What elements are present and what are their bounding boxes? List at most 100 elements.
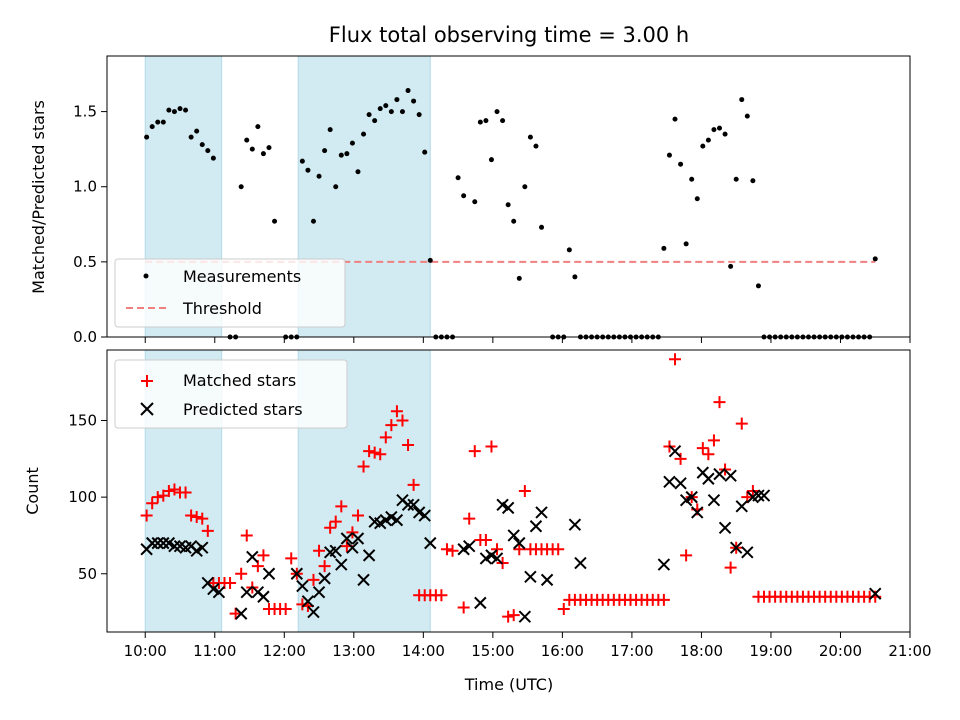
legend-predicted-marker xyxy=(140,402,154,416)
measurement-point xyxy=(205,148,211,154)
measurement-point xyxy=(388,109,394,115)
top-panel: 0.0 0.5 1.0 1.5 Matched/Predicted stars Mea… xyxy=(29,55,911,346)
matched-star-point xyxy=(674,452,687,465)
measurement-point xyxy=(472,199,478,205)
measurement-point xyxy=(516,275,522,281)
matched-star-point xyxy=(479,534,492,547)
predicted-stars-series xyxy=(140,444,882,623)
x-tick-label: 20:00 xyxy=(819,642,862,660)
matched-star-point xyxy=(468,445,481,458)
matched-star-point xyxy=(552,543,565,556)
measurement-point xyxy=(500,118,506,124)
matched-star-point xyxy=(390,405,403,418)
predicted-star-point xyxy=(145,536,159,550)
matched-star-point xyxy=(491,543,504,556)
predicted-star-point xyxy=(663,475,676,489)
measurement-point xyxy=(422,149,428,155)
matched-star-point xyxy=(379,431,392,444)
measurement-point xyxy=(678,161,684,167)
predicted-star-point xyxy=(507,529,520,542)
matched-star-point xyxy=(357,460,370,473)
measurement-point xyxy=(533,143,539,149)
top-axes-frame xyxy=(106,55,911,338)
predicted-star-point xyxy=(168,539,181,553)
matched-star-point xyxy=(507,609,520,622)
measurement-point xyxy=(372,118,378,124)
predicted-star-point xyxy=(490,552,504,565)
y-tick-label: 100 xyxy=(68,488,97,506)
legend-matched-label: Matched stars xyxy=(183,371,296,390)
matched-star-point xyxy=(657,593,670,606)
chart-title: Flux total observing time = 3.00 h xyxy=(329,23,689,47)
legend-measurements-marker xyxy=(143,273,149,279)
measurement-point xyxy=(305,167,311,173)
bottom-legend: Matched stars Predicted stars xyxy=(114,359,348,429)
predicted-star-point xyxy=(752,489,765,502)
matched-star-point xyxy=(724,561,737,574)
measurement-point xyxy=(683,241,689,247)
legend-measurements-label: Measurements xyxy=(183,267,301,286)
measurement-point xyxy=(661,245,667,251)
predicted-star-point xyxy=(463,539,476,553)
predicted-star-point xyxy=(513,536,526,550)
predicted-star-point xyxy=(196,541,209,554)
matched-star-point xyxy=(385,419,398,432)
matched-star-point xyxy=(196,512,209,525)
measurement-point xyxy=(739,97,745,103)
y-tick-label: 1.5 xyxy=(73,103,97,121)
y-tick-label: 50 xyxy=(78,565,97,583)
bottom-legend-box xyxy=(114,359,348,429)
y-tick-label: 0.0 xyxy=(73,328,97,346)
measurement-point xyxy=(255,124,261,130)
x-axis-label: Time (UTC) xyxy=(464,675,553,694)
matched-star-point xyxy=(201,524,214,537)
matched-star-point xyxy=(313,544,326,557)
x-tick-label: 13:00 xyxy=(332,642,375,660)
measurement-point xyxy=(272,218,278,224)
matched-star-point xyxy=(363,445,376,458)
x-tick-label: 11:00 xyxy=(193,642,236,660)
matched-star-point xyxy=(296,598,309,611)
predicted-star-point xyxy=(157,536,170,550)
top-y-ticks: 0.0 0.5 1.0 1.5 xyxy=(73,103,107,346)
predicted-star-point xyxy=(724,469,737,482)
measurement-point xyxy=(160,119,166,125)
predicted-star-point xyxy=(296,579,309,593)
measurement-point xyxy=(455,175,461,181)
matched-star-point xyxy=(240,529,253,542)
measurement-point xyxy=(494,109,500,115)
predicted-star-point xyxy=(574,556,587,570)
predicted-star-point xyxy=(262,567,276,580)
matched-star-point xyxy=(402,439,415,452)
measurement-point xyxy=(566,247,572,253)
predicted-star-point xyxy=(357,573,370,587)
predicted-star-point xyxy=(474,596,487,610)
measurement-point xyxy=(477,119,483,125)
matched-star-point xyxy=(368,446,381,459)
measurement-point xyxy=(349,140,355,146)
measurement-point xyxy=(238,184,244,190)
measurement-point xyxy=(572,274,578,280)
measurement-point xyxy=(744,113,750,119)
matched-star-point xyxy=(735,417,748,430)
measurement-point xyxy=(728,263,734,269)
y-tick-label: 1.0 xyxy=(73,178,97,196)
matched-star-point xyxy=(557,603,570,616)
predicted-star-point xyxy=(869,587,882,600)
predicted-star-point xyxy=(312,585,326,599)
predicted-star-point xyxy=(524,570,537,584)
predicted-star-point xyxy=(307,605,320,619)
predicted-star-point xyxy=(240,585,253,599)
measurement-point xyxy=(177,106,183,112)
matched-star-point xyxy=(146,497,159,510)
matched-star-point xyxy=(140,509,153,522)
matched-star-point xyxy=(485,440,498,453)
predicted-star-point xyxy=(685,490,698,504)
measurement-point xyxy=(411,98,417,104)
top-legend-box xyxy=(114,258,346,328)
measurement-point xyxy=(416,112,422,118)
predicted-star-point xyxy=(657,558,671,571)
measurement-point xyxy=(750,178,756,184)
predicted-star-point xyxy=(540,573,554,587)
